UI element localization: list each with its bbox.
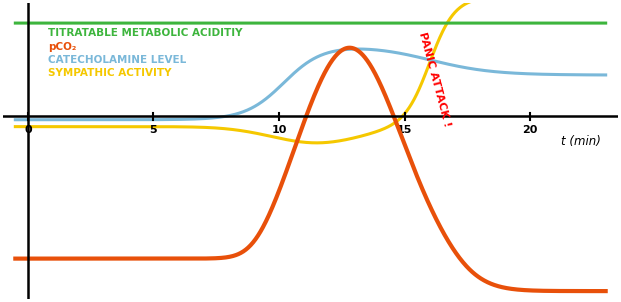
Text: PANIC ATTACK !: PANIC ATTACK ! <box>417 31 452 128</box>
Text: 15: 15 <box>397 125 412 135</box>
Text: SYMPATHIC ACTIVITY: SYMPATHIC ACTIVITY <box>48 69 171 79</box>
Text: 20: 20 <box>523 125 538 135</box>
Text: 5: 5 <box>150 125 157 135</box>
Text: 0: 0 <box>24 125 32 135</box>
Text: TITRATABLE METABOLIC ACIDITIY: TITRATABLE METABOLIC ACIDITIY <box>48 28 242 38</box>
Text: CATECHOLAMINE LEVEL: CATECHOLAMINE LEVEL <box>48 55 186 65</box>
Text: t (min): t (min) <box>561 135 601 148</box>
Text: 10: 10 <box>271 125 287 135</box>
Text: pCO₂: pCO₂ <box>48 42 76 52</box>
